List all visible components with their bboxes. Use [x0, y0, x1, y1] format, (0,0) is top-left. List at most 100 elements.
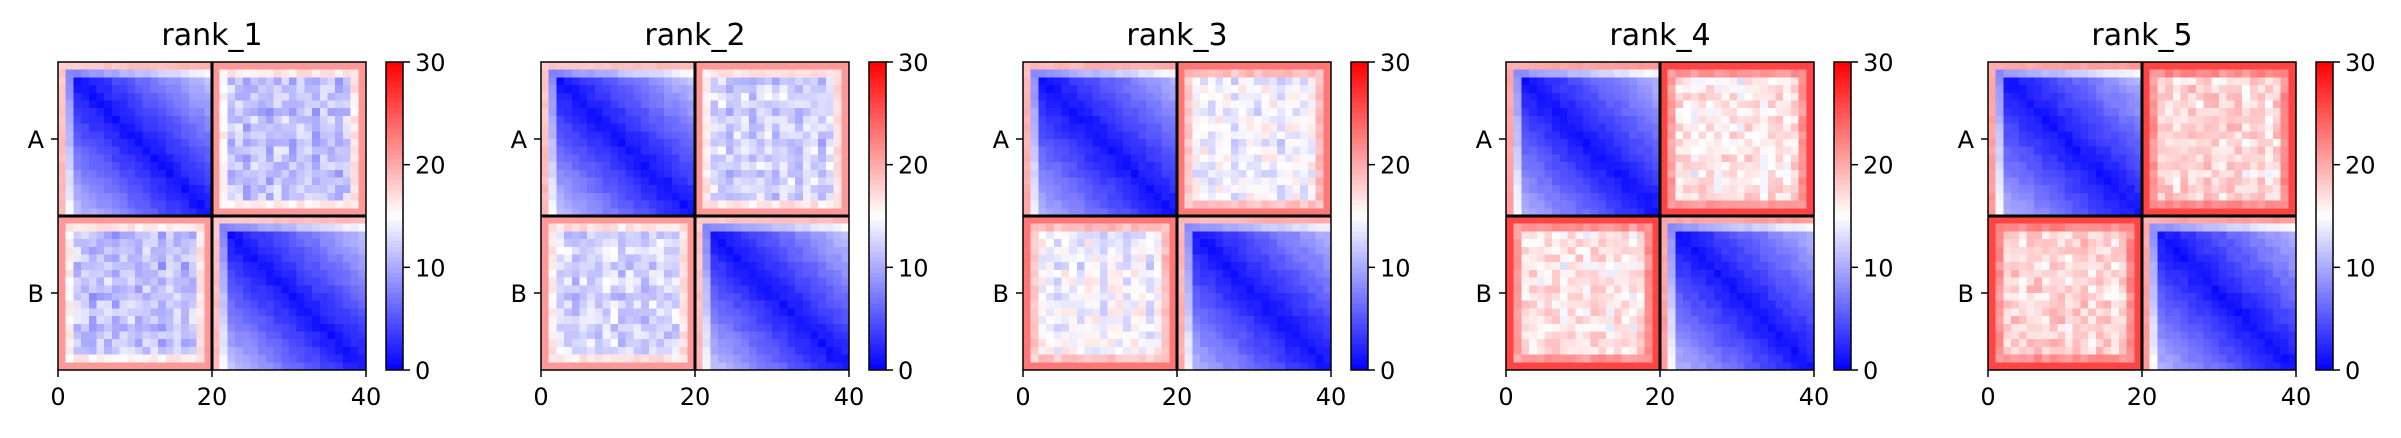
heatmap-cell	[65, 300, 74, 309]
heatmap-cell	[741, 231, 750, 240]
heatmap-cell	[541, 131, 550, 140]
heatmap-cell	[312, 293, 321, 302]
heatmap-cell	[810, 308, 819, 317]
heatmap-cell	[733, 254, 742, 263]
heatmap-cell	[687, 131, 696, 140]
heatmap-cell	[219, 169, 228, 179]
heatmap-cell	[779, 162, 788, 171]
heatmap-cell	[1230, 62, 1240, 71]
heatmap-cell	[1200, 216, 1209, 225]
heatmap-cell	[96, 293, 105, 302]
heatmap-cell	[702, 115, 711, 125]
heatmap-cell	[1130, 316, 1140, 325]
heatmap-cell	[242, 169, 252, 179]
heatmap-cell	[718, 139, 727, 148]
heatmap-cell	[235, 293, 244, 302]
heatmap-cell	[648, 246, 658, 256]
heatmap-cell	[764, 146, 773, 155]
heatmap-cell	[258, 339, 267, 348]
heatmap-cell	[358, 362, 367, 371]
heatmap-cell	[1284, 131, 1294, 140]
heatmap-cell	[1300, 323, 1309, 333]
heatmap-cell	[350, 362, 359, 371]
heatmap-cell	[242, 269, 252, 279]
heatmap-cell	[119, 308, 128, 317]
heatmap-cell	[227, 192, 236, 202]
heatmap-cell	[772, 293, 781, 302]
heatmap-cell	[296, 131, 305, 140]
heatmap-cell	[1138, 308, 1147, 317]
heatmap-cell	[618, 92, 627, 102]
heatmap-cell	[150, 239, 159, 248]
heatmap-cell	[641, 354, 650, 363]
heatmap-cell	[618, 85, 627, 94]
heatmap-cell	[188, 316, 198, 325]
heatmap-cell	[787, 269, 796, 279]
heatmap-cell	[1023, 192, 1032, 202]
heatmap-cell	[196, 146, 205, 155]
heatmap-cell	[165, 223, 175, 232]
heatmap-cell	[96, 62, 105, 71]
heatmap-cell	[342, 308, 352, 317]
heatmap-cell	[1269, 131, 1278, 140]
heatmap-cell	[671, 131, 681, 140]
heatmap-cell	[1200, 339, 1209, 348]
heatmap-cell	[687, 285, 696, 294]
heatmap-cell	[710, 208, 719, 217]
heatmap-cell	[1184, 154, 1193, 163]
heatmap-cell	[196, 262, 205, 271]
heatmap-cell	[810, 115, 819, 125]
heatmap-cell	[1038, 185, 1047, 194]
heatmap-cell	[733, 285, 742, 294]
heatmap-cell	[1130, 108, 1140, 117]
heatmap-cell	[1030, 277, 1039, 286]
heatmap-cell	[1215, 177, 1224, 186]
heatmap-cell	[73, 131, 82, 140]
heatmap-cell	[1046, 192, 1055, 202]
heatmap-cell	[671, 269, 681, 279]
heatmap-cell	[725, 92, 735, 102]
heatmap-cell	[1323, 269, 1332, 279]
heatmap-cell	[319, 154, 329, 163]
heatmap-cell	[312, 139, 321, 148]
heatmap-cell	[258, 362, 267, 371]
heatmap-cell	[1238, 169, 1247, 179]
heatmap-cell	[1169, 200, 1178, 209]
heatmap-cell	[625, 115, 634, 125]
heatmap-cell	[1254, 323, 1263, 333]
heatmap-cell	[227, 362, 236, 371]
heatmap-cell	[327, 231, 336, 240]
heatmap-cell	[165, 77, 175, 86]
heatmap-cell	[679, 277, 688, 286]
heatmap-cell	[358, 262, 367, 271]
heatmap-cell	[764, 131, 773, 140]
heatmap-cell	[687, 123, 696, 132]
heatmap-cell	[188, 185, 198, 194]
heatmap-cell	[725, 300, 735, 309]
heatmap-cell	[1215, 262, 1224, 271]
heatmap-cell	[671, 108, 681, 117]
heatmap-cell	[1076, 100, 1086, 109]
heatmap-cell	[273, 262, 282, 271]
heatmap-cell	[1177, 77, 1186, 86]
heatmap-cell	[810, 177, 819, 186]
heatmap-cell	[1038, 346, 1047, 356]
heatmap-cell	[610, 185, 619, 194]
heatmap-cell	[1030, 354, 1039, 363]
heatmap-cell	[204, 108, 213, 117]
heatmap-cell	[327, 131, 336, 140]
heatmap-cell	[227, 115, 236, 125]
heatmap-cell	[656, 200, 665, 209]
heatmap-cell	[165, 239, 175, 248]
heatmap-cell	[1184, 77, 1193, 86]
heatmap-cell	[695, 177, 704, 186]
heatmap-cell	[265, 162, 275, 171]
heatmap-cell	[150, 85, 159, 94]
heatmap-cell	[1184, 69, 1193, 78]
heatmap-cell	[1223, 331, 1232, 340]
heatmap-cell	[335, 185, 344, 194]
heatmap-cell	[1284, 154, 1294, 163]
heatmap-cell	[265, 331, 275, 340]
heatmap-cell	[327, 354, 336, 363]
heatmap-cell	[633, 239, 642, 248]
